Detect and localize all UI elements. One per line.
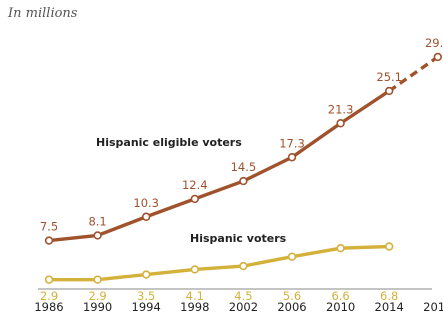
data-point bbox=[287, 153, 297, 162]
x-tick-label: 1998 bbox=[180, 300, 209, 314]
x-tick-label: 1986 bbox=[34, 300, 63, 314]
x-tick-label: 2006 bbox=[277, 300, 306, 314]
data-label: 4.1 bbox=[186, 289, 204, 303]
data-point bbox=[44, 275, 54, 284]
data-label: 29.1 bbox=[425, 36, 443, 50]
data-label: 6.6 bbox=[331, 289, 349, 303]
data-label: 25.1 bbox=[376, 70, 402, 84]
data-label: 3.5 bbox=[137, 289, 155, 303]
data-point bbox=[385, 86, 394, 96]
data-label: 14.5 bbox=[231, 160, 257, 174]
series-label-eligible-voters: Hispanic eligible voters bbox=[96, 136, 242, 149]
x-tick-label: 1990 bbox=[83, 300, 112, 314]
data-label: 2.9 bbox=[40, 289, 58, 303]
data-point bbox=[142, 270, 151, 279]
series-line bbox=[47, 89, 391, 243]
x-tick-label: 2014 bbox=[375, 300, 404, 314]
series-0: 7.5 8.1 10.3 12.4 14.5 17.3 21.3 25.1 29.1 bbox=[40, 36, 443, 245]
data-point bbox=[287, 252, 297, 261]
data-label: 17.3 bbox=[279, 136, 305, 150]
units-note: In millions bbox=[8, 6, 78, 21]
data-label: 8.1 bbox=[88, 214, 106, 228]
data-point bbox=[385, 242, 394, 251]
series-layer: 7.58.110.312.414.517.321.325.129.12.92.9… bbox=[40, 36, 443, 303]
data-label: 4.5 bbox=[234, 289, 252, 303]
series-line bbox=[47, 244, 391, 282]
series-1: 2.9 2.9 3.5 4.1 4.5 5.6 6.6 6.8 bbox=[40, 242, 398, 303]
x-tick-label: 2002 bbox=[229, 300, 258, 314]
data-point bbox=[93, 275, 102, 284]
data-point bbox=[93, 231, 102, 240]
data-point bbox=[239, 176, 248, 186]
data-point bbox=[44, 236, 54, 245]
data-label: 2.9 bbox=[88, 289, 106, 303]
data-point bbox=[190, 194, 200, 204]
data-label: 21.3 bbox=[328, 102, 354, 116]
x-tick-label: 2010 bbox=[326, 300, 355, 314]
data-label: 7.5 bbox=[40, 220, 58, 234]
data-label: 6.8 bbox=[380, 289, 398, 303]
data-point bbox=[190, 265, 200, 274]
data-point bbox=[239, 261, 248, 271]
data-point bbox=[142, 212, 151, 221]
data-label: 5.6 bbox=[283, 289, 301, 303]
series-projection-line bbox=[388, 55, 439, 93]
data-point bbox=[336, 119, 345, 128]
x-tick-label: 1994 bbox=[132, 300, 161, 314]
x-tick-label: 2018 bbox=[423, 300, 443, 314]
data-point bbox=[336, 244, 345, 253]
x-tick-labels: 1986 1990 1994 1998 2002 2006 2010 2014 2018 bbox=[34, 300, 443, 314]
series-label-voters: Hispanic voters bbox=[190, 232, 287, 245]
data-label: 10.3 bbox=[133, 196, 159, 210]
data-label: 12.4 bbox=[182, 178, 208, 192]
data-point bbox=[433, 52, 442, 62]
